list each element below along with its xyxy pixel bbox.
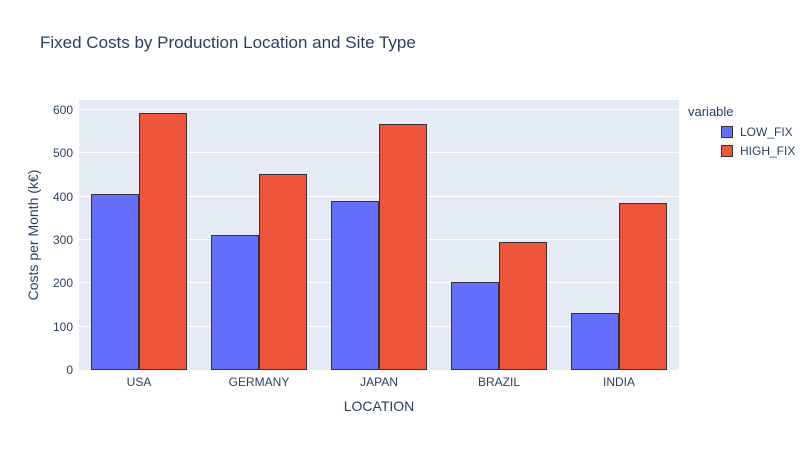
chart-title: Fixed Costs by Production Location and S…	[40, 33, 416, 52]
bar-high_fix-brazil[interactable]	[499, 242, 547, 370]
bar-low_fix-india[interactable]	[571, 312, 619, 370]
x-tick-label-brazil: BRAZIL	[477, 375, 520, 389]
bar-low_fix-brazil[interactable]	[451, 282, 499, 370]
legend-title: variable	[688, 104, 734, 119]
x-tick-label-india: INDIA	[602, 375, 635, 389]
y-tick-label: 100	[52, 319, 73, 334]
bar-high_fix-india[interactable]	[619, 203, 667, 370]
y-tick-label: 500	[52, 146, 73, 161]
legend-swatch-icon	[721, 145, 733, 157]
bar-high_fix-germany[interactable]	[259, 173, 307, 370]
legend-label: HIGH_FIX	[740, 144, 796, 158]
legend-item-low_fix[interactable]: LOW_FIX	[721, 125, 795, 139]
plot-area	[79, 100, 679, 370]
y-axis-tick-labels: 0 100 200 300 400 500 600	[0, 100, 73, 377]
bar-low_fix-japan[interactable]	[331, 200, 379, 370]
gridline	[79, 108, 679, 110]
y-tick-label: 0	[66, 363, 73, 377]
bar-high_fix-japan[interactable]	[379, 123, 427, 370]
y-tick-label: 400	[52, 189, 73, 204]
bar-high_fix-usa[interactable]	[139, 113, 187, 370]
legend-label: LOW_FIX	[740, 125, 793, 139]
y-tick-label: 200	[52, 276, 73, 291]
x-tick-label-usa: USA	[126, 375, 152, 389]
y-tick-label: 600	[52, 102, 73, 117]
x-axis-title: LOCATION	[343, 398, 415, 414]
bar-low_fix-germany[interactable]	[211, 235, 259, 370]
x-axis-tick-labels: USA GERMANY JAPAN BRAZIL INDIA	[79, 375, 679, 391]
bar-low_fix-usa[interactable]	[91, 194, 139, 370]
legend-items: LOW_FIX HIGH_FIX	[688, 125, 795, 158]
y-tick-label: 300	[52, 232, 73, 247]
legend-swatch-icon	[721, 126, 733, 138]
x-tick-label-japan: JAPAN	[360, 375, 398, 389]
legend-item-high_fix[interactable]: HIGH_FIX	[721, 144, 795, 158]
legend: variable LOW_FIX HIGH_FIX	[688, 104, 795, 163]
x-tick-label-germany: GERMANY	[228, 375, 290, 389]
